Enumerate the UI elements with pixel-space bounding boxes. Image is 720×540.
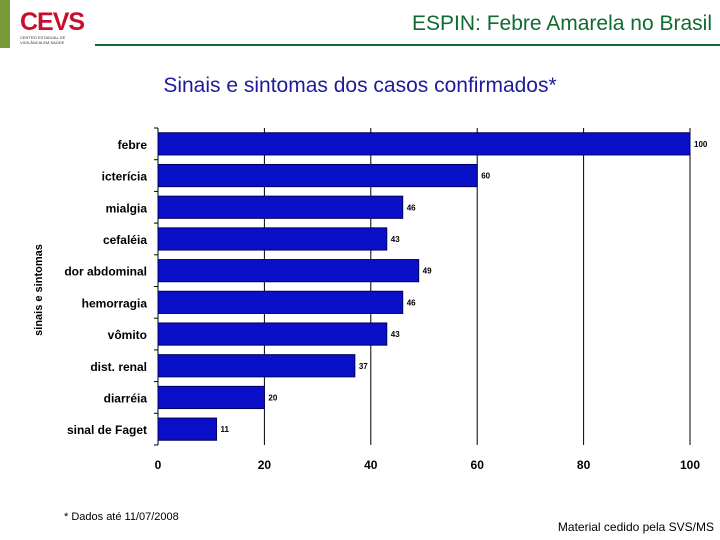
- data-label: 60: [481, 172, 490, 181]
- y-tick-label: hemorragia: [82, 296, 148, 310]
- bar: [157, 163, 478, 188]
- data-label: 37: [359, 362, 368, 371]
- y-tick-label: icterícia: [102, 170, 148, 184]
- header-accent-strip: [0, 0, 10, 48]
- y-tick-label: dor abdominal: [64, 265, 147, 279]
- data-label: 20: [268, 393, 277, 402]
- y-tick-label: sinal de Faget: [67, 423, 147, 437]
- bars: [157, 132, 691, 441]
- labels: 0 20 40 60 80 100 febre 100 icterícia 60 mialgia 46…: [64, 138, 708, 472]
- x-tick-label: 0: [155, 458, 162, 472]
- bar: [157, 354, 356, 378]
- x-tick-label: 100: [680, 458, 700, 472]
- data-label: 43: [391, 235, 400, 244]
- x-tick-label: 60: [471, 458, 485, 472]
- y-tick-label: mialgia: [106, 201, 148, 215]
- header-divider: [95, 44, 720, 46]
- data-label: 46: [407, 203, 416, 212]
- page-title: ESPIN: Febre Amarela no Brasil: [412, 12, 712, 35]
- data-label: 43: [391, 330, 400, 339]
- bar: [157, 290, 404, 314]
- bar: [157, 195, 404, 219]
- bar: [157, 417, 218, 441]
- data-label: 11: [221, 425, 230, 434]
- y-tick-label: febre: [118, 138, 148, 152]
- bar: [157, 322, 388, 346]
- bar: [157, 259, 420, 283]
- credit-note: Material cedido pela SVS/MS: [557, 520, 714, 534]
- bar: [157, 227, 388, 251]
- x-tick-label: 80: [577, 458, 591, 472]
- y-tick-label: dist. renal: [90, 360, 147, 374]
- footnote: * Dados até 11/07/2008: [64, 511, 179, 523]
- y-tick-label: diarréia: [104, 391, 148, 405]
- x-tick-label: 20: [258, 458, 272, 472]
- y-axis-label: sinais e sintomas: [33, 244, 45, 336]
- y-tick-label: cefaléia: [103, 233, 147, 247]
- data-label: 46: [407, 298, 416, 307]
- slide-subtitle: Sinais e sintomas dos casos confirmados*: [163, 74, 557, 97]
- bar: [157, 132, 691, 156]
- x-tick-label: 40: [364, 458, 378, 472]
- data-label: 49: [423, 267, 432, 276]
- cevs-logo: CEVS CENTRO ESTADUAL DE VIGILÂNCIA EM SA…: [20, 10, 90, 52]
- y-tick-label: vômito: [108, 328, 147, 342]
- bar: [157, 385, 265, 410]
- logo-text: CEVS: [20, 8, 85, 36]
- logo-subtext: CENTRO ESTADUAL DE VIGILÂNCIA EM SAÚDE: [20, 35, 66, 45]
- data-label: 100: [694, 140, 708, 149]
